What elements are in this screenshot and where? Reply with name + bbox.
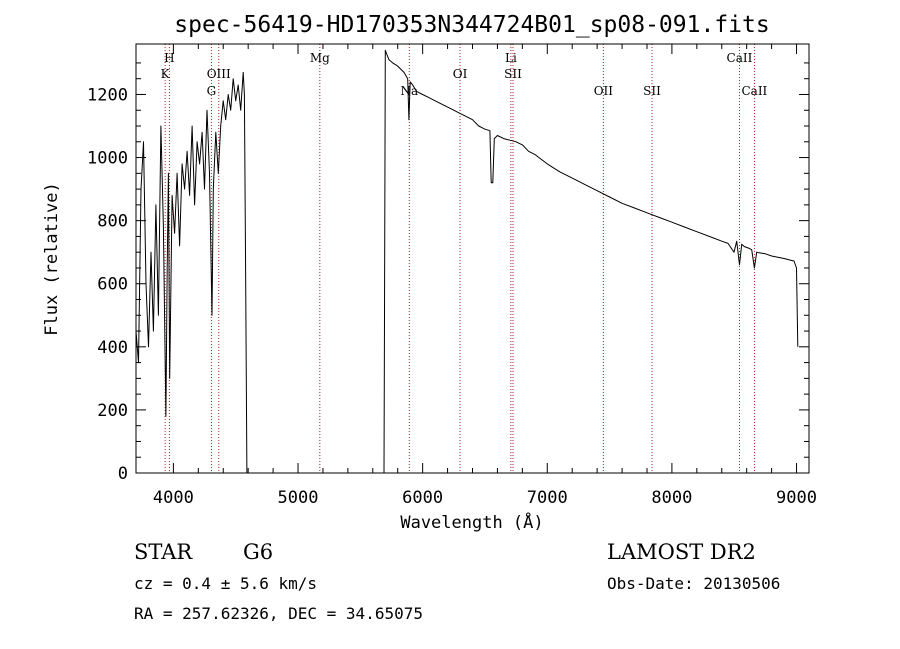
x-tick-label-7000: 7000 [527,488,568,508]
x-tick-label-5000: 5000 [278,488,319,508]
plot-frame [135,43,810,474]
x-tick-label-4000: 4000 [153,488,194,508]
obs-date-text: Obs-Date: 20130506 [607,574,780,593]
y-tick-label-800: 800 [97,212,128,232]
y-axis-ticks: 0 200 400 600 800 1000 1200 [87,62,809,484]
line-marker-label-11: CaII [727,51,753,65]
object-subclass: G6 [243,540,273,564]
line-marker-label-3: OIII [207,67,231,81]
y-tick-label-1200: 1200 [87,85,128,105]
line-marker-label-12: CaII [741,84,767,98]
line-marker-label-6: OI [453,67,468,81]
object-class: STAR [134,540,193,564]
y-tick-label-1000: 1000 [87,149,128,169]
line-marker-label-8: SII [504,67,522,81]
y-axis-label: Flux (relative) [42,182,62,336]
x-tick-label-8000: 8000 [651,488,692,508]
x-axis-ticks: 4000 5000 6000 7000 8000 9000 [153,44,817,508]
chart-title: spec-56419-HD170353N344724B01_sp08-091.f… [174,12,769,38]
y-tick-label-200: 200 [97,401,128,421]
coordinates-text: RA = 257.62326, DEC = 34.65075 [134,604,423,623]
y-tick-label-400: 400 [97,338,128,358]
x-tick-label-6000: 6000 [402,488,443,508]
line-marker-label-2: G [207,84,217,98]
survey-name: LAMOST DR2 [607,540,756,564]
spectrum-series [135,49,799,474]
line-marker-label-10: SII [643,84,661,98]
line-marker-label-7: Li [505,51,517,65]
line-marker-label-0: H [164,51,174,65]
x-axis-label: Wavelength (Å) [400,511,543,533]
spectrum-segment-0 [135,71,248,474]
line-marker-label-9: OII [594,84,614,98]
line-marker-label-1: K [161,67,171,81]
redshift-text: cz = 0.4 ± 5.6 km/s [134,574,317,593]
line-marker-label-4: Mg [310,51,330,65]
spectrum-segment-1 [383,49,799,474]
y-tick-label-600: 600 [97,275,128,295]
x-tick-label-9000: 9000 [776,488,817,508]
y-tick-label-0: 0 [118,464,128,484]
